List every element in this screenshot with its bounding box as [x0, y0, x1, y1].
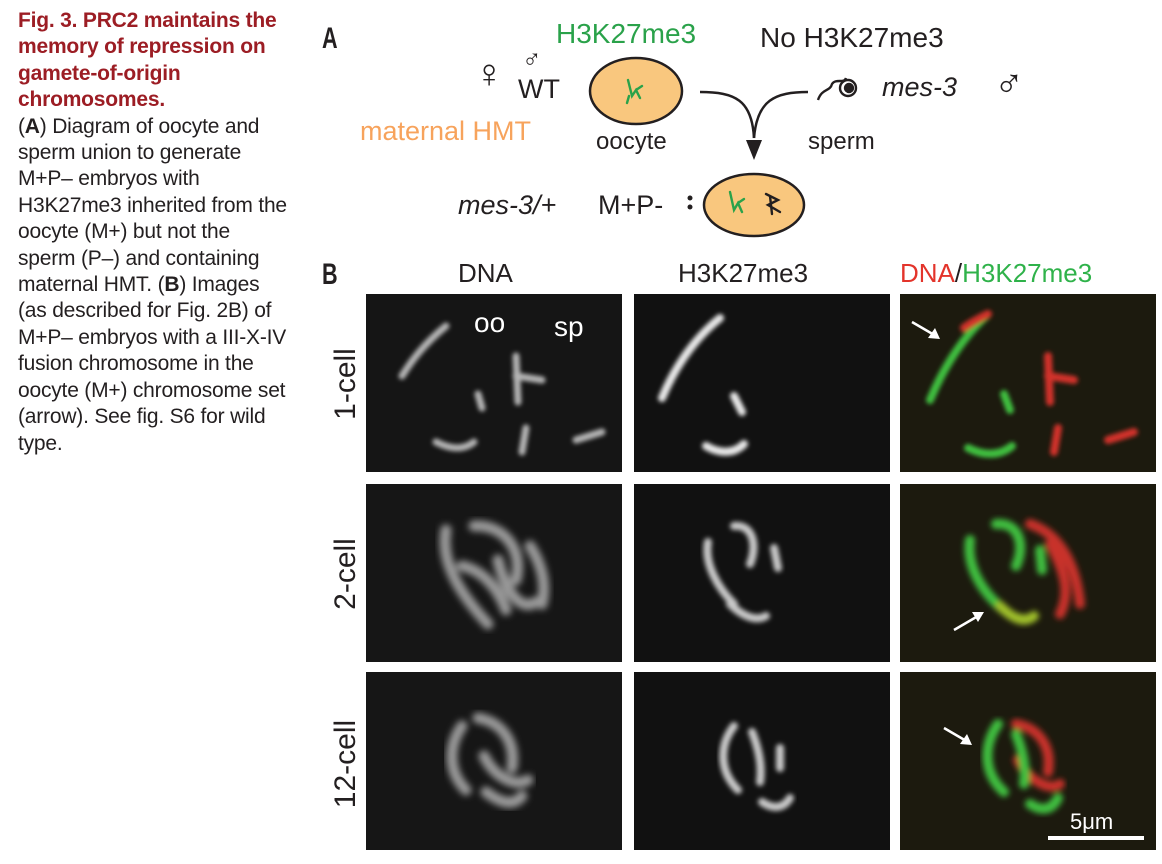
micrograph-2-cell-dna	[366, 484, 622, 662]
row-label-12-cell: 12-cell	[329, 719, 362, 809]
merge-slash: /	[954, 258, 963, 288]
sp-label: sp	[554, 311, 584, 342]
arrowhead-icon	[972, 612, 984, 622]
oocyte-label: oocyte	[596, 128, 667, 155]
micrograph-1-cell-h3k27me3	[634, 294, 890, 472]
oocyte-arrow	[699, 90, 756, 139]
mes3-heterozygous-label: mes-3/+	[458, 190, 557, 220]
caption-text: (	[18, 114, 25, 138]
arrowhead-icon	[960, 734, 972, 745]
no-h3k27me3-label: No H3K27me3	[760, 22, 944, 53]
mp-embryo-label: M+P-	[598, 190, 664, 220]
h3k27me3-label: H3K27me3	[556, 18, 697, 49]
sperm-label: sperm	[808, 128, 875, 155]
caption-text: ) Images (as described for Fig. 2B) of M…	[18, 273, 287, 455]
caption-text: ) Diagram of oocyte and sperm union to g…	[18, 114, 287, 297]
figure-caption: Fig. 3. PRC2 maintains the memory of rep…	[18, 8, 290, 457]
scale-bar-label: 5μm	[1070, 809, 1113, 834]
arrowhead-icon	[928, 328, 940, 339]
panel-a-diagram	[588, 56, 858, 238]
micrograph-1-cell-merge	[900, 294, 1156, 472]
caption-ref-b: B	[164, 273, 180, 297]
arrow-icon	[953, 614, 979, 632]
caption-body: (A) Diagram of oocyte and sperm union to…	[18, 114, 290, 457]
dot	[687, 195, 693, 201]
caption-title: Fig. 3. PRC2 maintains the memory of rep…	[18, 9, 277, 112]
micrograph-12-cell-dna	[366, 672, 622, 850]
arrowhead-icon	[746, 140, 762, 160]
caption-ref-a: A	[24, 114, 40, 138]
panel-b-label: B	[322, 258, 338, 291]
column-header-dna: DNA	[458, 258, 513, 288]
maternal-hmt-label: maternal HMT	[360, 116, 532, 146]
dot	[687, 204, 693, 210]
micrograph-2-cell-merge	[900, 484, 1156, 662]
panel-a-label: A	[322, 22, 338, 55]
merge-h3-label: H3K27me3	[962, 258, 1093, 288]
female-symbol-icon: ♀	[474, 52, 504, 96]
wt-label: WT	[518, 74, 560, 104]
column-header-merge: DNA/H3K27me3	[900, 258, 1092, 289]
row-label-2-cell: 2-cell	[329, 538, 362, 610]
sperm-icon	[816, 77, 858, 101]
sperm-arrow	[752, 90, 809, 139]
column-header-h3k27me3: H3K27me3	[678, 258, 809, 288]
row-label-1-cell: 1-cell	[329, 348, 362, 420]
mes3-label: mes-3	[882, 72, 958, 102]
micrograph-2-cell-h3k27me3	[634, 484, 890, 662]
micrograph-12-cell-merge: 5μm	[900, 672, 1156, 850]
merge-dna-label: DNA	[900, 258, 955, 288]
embryo-cell	[702, 172, 806, 238]
micrograph-12-cell-h3k27me3	[634, 672, 890, 850]
male-symbol-icon: ♂	[994, 62, 1024, 106]
oo-label: oo	[474, 307, 505, 338]
oocyte-cell	[588, 56, 684, 126]
micrograph-1-cell-dna: oo sp	[366, 294, 622, 472]
male-symbol-small-icon: ♂	[522, 44, 542, 74]
